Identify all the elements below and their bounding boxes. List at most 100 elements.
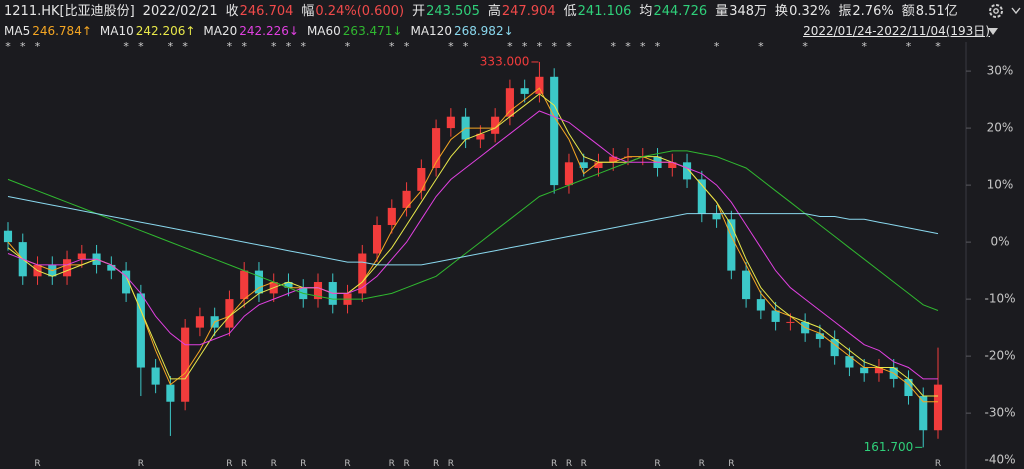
event-flag: *	[168, 40, 174, 53]
collapse-icon[interactable]	[1011, 7, 1021, 15]
ma-line	[7, 110, 938, 380]
candle-body	[933, 384, 943, 431]
event-flag: *	[507, 40, 513, 53]
field-label: 均	[639, 4, 653, 19]
legend-value: 242.226↓	[239, 24, 299, 38]
event-flag: *	[802, 40, 808, 53]
rights-flag: R	[551, 459, 557, 469]
field-value: 0.32%	[789, 4, 831, 19]
candle-body	[771, 310, 780, 322]
y-tick-label: 10%	[987, 178, 1014, 192]
range-dropdown[interactable]	[988, 28, 998, 35]
field-label: 低	[563, 4, 577, 19]
event-flag: *	[714, 40, 720, 53]
candle-body	[756, 299, 765, 311]
rights-flag: R	[34, 459, 40, 469]
rights-flag: R	[566, 459, 572, 469]
candle-body	[860, 367, 869, 374]
candle-body	[62, 259, 72, 277]
candle-body	[609, 156, 618, 163]
field-label: 开	[412, 4, 426, 19]
candle-body	[520, 88, 529, 94]
candle-body	[564, 162, 574, 186]
event-flag: *	[935, 40, 941, 53]
event-flag: *	[138, 40, 144, 53]
candle-body	[919, 396, 928, 431]
rights-flag: R	[654, 459, 660, 469]
candle-body	[742, 270, 751, 300]
event-flag: *	[123, 40, 129, 53]
field-label: 额	[901, 4, 915, 19]
candle-body	[712, 213, 721, 220]
field-value: 243.505	[426, 4, 480, 19]
candle-body	[476, 133, 485, 140]
low-label: 161.700	[864, 440, 914, 454]
candle-body	[845, 356, 854, 368]
event-flag: *	[300, 40, 306, 53]
rights-flag: R	[389, 459, 395, 469]
y-tick-label: 20%	[987, 121, 1014, 135]
y-tick-label: -20%	[984, 349, 1015, 363]
event-flag: *	[389, 40, 395, 53]
field-value: 247.904	[501, 4, 556, 19]
rights-flag: R	[935, 459, 941, 469]
ma-line	[7, 93, 938, 397]
rights-flag: R	[433, 459, 439, 469]
event-flag: *	[5, 40, 11, 53]
rights-flag: R	[448, 459, 454, 469]
candle-body	[432, 128, 441, 169]
candle-body	[77, 253, 86, 260]
candle-body	[225, 299, 234, 328]
candle-body	[372, 225, 382, 254]
y-tick-label: -40%	[984, 453, 1015, 467]
legend-name: MA5	[4, 24, 31, 38]
field-label: 量	[715, 4, 729, 19]
candle-body	[122, 270, 131, 294]
event-flag: *	[861, 40, 867, 53]
candle-body	[904, 378, 913, 397]
y-tick-label: 30%	[987, 64, 1014, 78]
candle-body	[550, 76, 559, 186]
field-value: 2.76%	[852, 4, 894, 19]
candle-body	[3, 230, 13, 243]
legend-value: 268.982↓	[453, 24, 514, 38]
rights-flag: R	[403, 459, 409, 469]
candle-body	[417, 168, 426, 191]
settings-icon[interactable]	[989, 4, 1003, 18]
rights-flag: R	[300, 459, 306, 469]
candle-body	[446, 116, 455, 129]
legend-value: 263.471↓	[342, 24, 403, 38]
ma-line	[7, 196, 939, 266]
candle-body	[786, 321, 795, 323]
field-label: 换	[775, 4, 789, 19]
event-flag: *	[537, 40, 543, 53]
candle-body	[579, 162, 588, 169]
event-flag: *	[20, 40, 26, 53]
candle-body	[151, 367, 160, 385]
field-label: 振	[838, 4, 852, 19]
symbol: 1211.HK[比亚迪股份]	[4, 4, 135, 19]
rights-flag: R	[728, 459, 734, 469]
event-flag: *	[625, 40, 631, 53]
candle-body	[240, 270, 249, 300]
field-value: 244.726	[653, 4, 708, 19]
rights-flag: R	[241, 459, 247, 469]
rights-flag: R	[271, 459, 277, 469]
candle-body	[181, 327, 190, 402]
field-value: 0.24%(0.600)	[315, 4, 405, 19]
date-range[interactable]: 2022/01/24-2022/11/04(193日)	[803, 24, 990, 38]
candle-body	[313, 282, 323, 300]
field-value: 8.51亿	[915, 4, 958, 19]
candle-body	[668, 162, 677, 169]
event-flag: *	[610, 40, 616, 53]
rights-flag: R	[344, 459, 350, 469]
candle-body	[387, 207, 396, 226]
event-flag: *	[448, 40, 454, 53]
ma-line	[7, 87, 938, 403]
candle-body	[491, 116, 500, 134]
date: 2022/02/21	[142, 4, 218, 19]
field-value: 241.106	[577, 4, 632, 19]
event-flag: *	[566, 40, 572, 53]
event-flag: *	[758, 40, 764, 53]
legend-name: MA60	[306, 24, 341, 38]
